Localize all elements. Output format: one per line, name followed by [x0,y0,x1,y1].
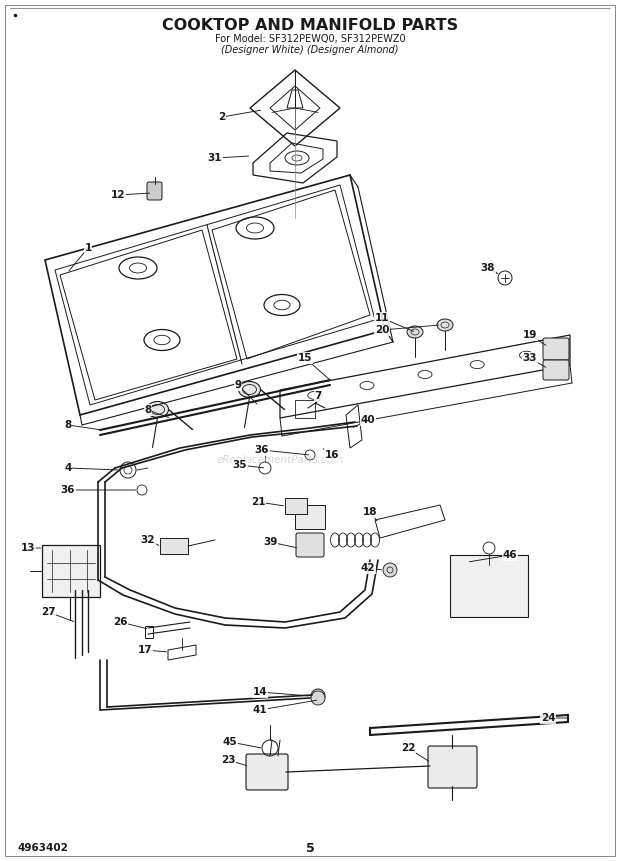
Text: 40: 40 [361,415,375,425]
Text: 7: 7 [314,391,322,401]
Text: 11: 11 [374,313,389,323]
Text: 8: 8 [144,405,152,415]
FancyBboxPatch shape [543,360,569,380]
Text: 23: 23 [221,755,235,765]
Text: 8: 8 [64,420,72,430]
FancyBboxPatch shape [246,754,288,790]
Text: 26: 26 [113,617,127,627]
Text: 46: 46 [503,550,517,560]
Text: 18: 18 [363,507,377,517]
Text: 32: 32 [141,535,155,545]
Ellipse shape [407,326,423,338]
Text: 1: 1 [84,243,92,253]
FancyBboxPatch shape [295,505,325,529]
Bar [145,626,153,638]
FancyBboxPatch shape [428,746,477,788]
Text: 2: 2 [218,112,226,122]
Text: (Designer White) (Designer Almond): (Designer White) (Designer Almond) [221,45,399,55]
Text: 17: 17 [138,645,153,655]
Text: 5: 5 [306,841,314,854]
Text: 45: 45 [223,737,237,747]
Text: 20: 20 [374,325,389,335]
FancyBboxPatch shape [296,533,324,557]
Text: 24: 24 [541,713,556,723]
Text: 39: 39 [263,537,277,547]
Text: eReplacementParts.com: eReplacementParts.com [216,455,343,465]
Text: 38: 38 [480,263,495,273]
Ellipse shape [146,401,169,418]
Ellipse shape [239,381,260,398]
Text: 16: 16 [325,450,339,460]
Text: 15: 15 [298,353,312,363]
Text: 33: 33 [523,353,538,363]
Text: 36: 36 [61,485,75,495]
Bar [295,400,315,418]
Bar [450,555,528,617]
Text: 35: 35 [232,460,247,470]
Text: 14: 14 [253,687,267,697]
Text: 4: 4 [64,463,72,473]
Text: 12: 12 [111,190,125,200]
Circle shape [311,691,325,705]
Circle shape [311,689,325,703]
Text: 31: 31 [208,153,222,163]
Text: COOKTOP AND MANIFOLD PARTS: COOKTOP AND MANIFOLD PARTS [162,18,458,33]
Text: For Model: SF312PEWQ0, SF312PEWZ0: For Model: SF312PEWQ0, SF312PEWZ0 [215,34,405,44]
Text: 41: 41 [253,705,267,715]
FancyBboxPatch shape [42,545,100,597]
Text: 22: 22 [401,743,415,753]
Text: 36: 36 [255,445,269,455]
Text: 42: 42 [361,563,375,573]
Text: 9: 9 [234,380,242,390]
FancyBboxPatch shape [543,338,569,360]
Text: 4963402: 4963402 [18,843,69,853]
FancyBboxPatch shape [285,498,307,514]
Text: 19: 19 [523,330,537,340]
Text: 13: 13 [20,543,35,553]
Ellipse shape [437,319,453,331]
Text: 21: 21 [250,497,265,507]
FancyBboxPatch shape [147,182,162,200]
FancyBboxPatch shape [160,538,188,554]
Text: 27: 27 [41,607,55,617]
Circle shape [383,563,397,577]
